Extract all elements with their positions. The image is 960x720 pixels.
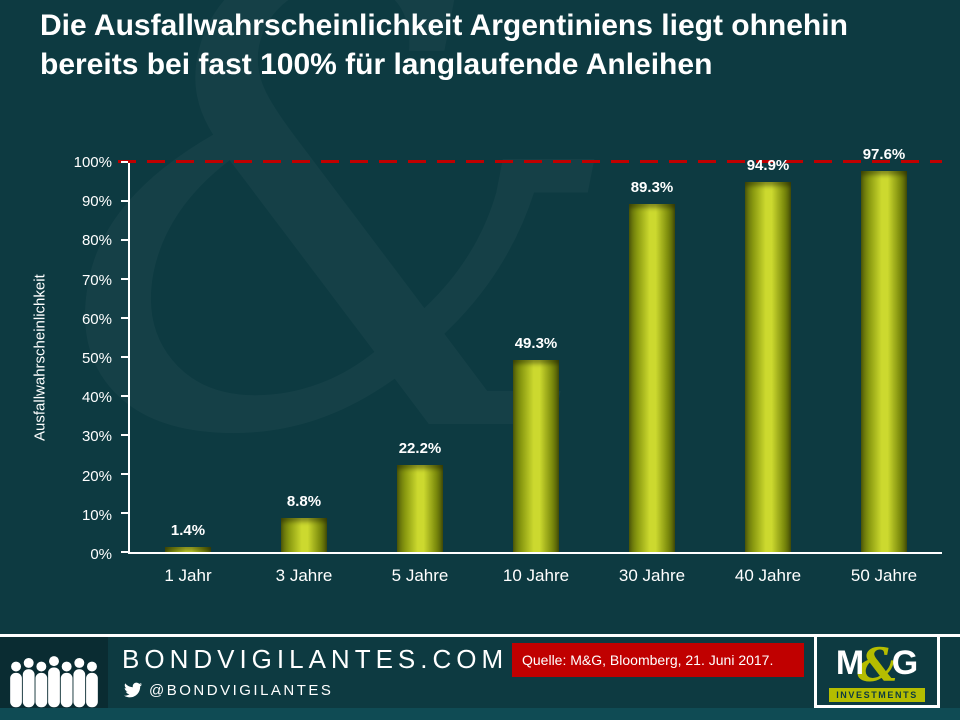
- bottom-strip: [0, 708, 960, 720]
- bar-column: 94.9% 40 Jahre: [710, 157, 826, 585]
- twitter-handle: @BONDVIGILANTES: [149, 681, 334, 699]
- x-axis-label: 40 Jahre: [734, 566, 802, 585]
- bar-columns: 1.4% 1 Jahr 8.8% 3 Jahre 22.2% 5 Jahre 49.3% 10…: [130, 146, 942, 585]
- y-tick-label: 0%: [90, 546, 112, 563]
- y-tick-mark: [121, 239, 128, 241]
- bar: [513, 359, 559, 552]
- bar-chart: Ausfallwahrscheinlichkeit 0% 10% 20% 30% 40%…: [0, 146, 960, 618]
- bar: [745, 181, 791, 552]
- x-axis-label: 50 Jahre: [850, 566, 918, 585]
- bar-value-label: 89.3%: [630, 178, 674, 196]
- plot-area: 1.4% 1 Jahr 8.8% 3 Jahre 22.2% 5 Jahre 49.3% 10…: [118, 146, 942, 585]
- page-title: Die Ausfallwahrscheinlichkeit Argentinie…: [40, 9, 848, 81]
- y-tick-mark: [121, 434, 128, 436]
- logo-ampersand: &: [857, 638, 899, 692]
- bar-value-label: 8.8%: [286, 492, 322, 510]
- y-tick-mark: [121, 473, 128, 475]
- y-tick-label: 80%: [81, 232, 112, 250]
- crowd-icon: [0, 637, 108, 708]
- y-tick-mark: [121, 317, 128, 319]
- bar-column: 49.3% 10 Jahre: [478, 162, 594, 585]
- footer: BONDVIGILANTES.COM @BONDVIGILANTES Quell…: [0, 634, 960, 708]
- x-axis-label: 30 Jahre: [618, 566, 686, 585]
- logo-letter-m: M: [835, 644, 865, 682]
- y-tick-label: 70%: [81, 271, 112, 289]
- x-axis-label: 1 Jahr: [164, 566, 212, 585]
- bar-value-label: 94.9%: [746, 156, 790, 174]
- y-tick-mark: [121, 278, 128, 280]
- source-box: Quelle: M&G, Bloomberg, 21. Juni 2017.: [512, 643, 804, 677]
- bar-value-label: 97.6%: [862, 146, 906, 164]
- bar-value-label: 49.3%: [514, 334, 558, 352]
- bar: [861, 171, 907, 552]
- twitter-row: @BONDVIGILANTES: [124, 681, 333, 699]
- mg-letters: M & G: [835, 638, 919, 692]
- mg-logo: M & G INVESTMENTS: [814, 634, 940, 708]
- y-tick-label: 20%: [81, 467, 112, 485]
- y-tick-label: 50%: [81, 350, 112, 367]
- bar-value-label: 22.2%: [398, 440, 442, 458]
- bar: [397, 465, 443, 552]
- bar-column: 8.8% 3 Jahre: [246, 162, 362, 585]
- y-tick-mark: [121, 395, 128, 397]
- y-tick-label: 90%: [81, 193, 112, 211]
- bar-column: 97.6% 50 Jahre: [826, 146, 942, 585]
- brand-text: BONDVIGILANTES.COM: [122, 644, 509, 674]
- y-tick-mark: [121, 551, 128, 553]
- x-axis-label: 5 Jahre: [391, 566, 449, 585]
- x-axis-label: 10 Jahre: [502, 566, 570, 585]
- twitter-icon: [124, 682, 142, 698]
- y-tick-label: 40%: [81, 389, 112, 407]
- logo-letter-g: G: [891, 644, 919, 682]
- y-tick-mark: [121, 200, 128, 202]
- y-axis-labels: 0% 10% 20% 30% 40% 50% 60% 70% 80% 90% 100%: [52, 154, 120, 563]
- source-text: Quelle: M&G, Bloomberg, 21. Juni 2017.: [522, 652, 774, 668]
- y-tick-mark: [121, 356, 128, 358]
- bar-column: 1.4% 1 Jahr: [130, 162, 246, 585]
- bar-column: 89.3% 30 Jahre: [594, 162, 710, 585]
- logo-tagline: INVESTMENTS: [829, 688, 925, 702]
- bar: [165, 546, 211, 552]
- y-tick-mark: [121, 161, 128, 163]
- y-tick-label: 100%: [73, 154, 112, 171]
- x-axis-label: 3 Jahre: [275, 566, 333, 585]
- bar: [629, 203, 675, 552]
- reference-line-100: [118, 160, 942, 163]
- bar: [281, 517, 327, 552]
- y-tick-label: 30%: [81, 428, 112, 446]
- bar-value-label: 1.4%: [170, 521, 206, 539]
- y-axis-title: Ausfallwahrscheinlichkeit: [31, 274, 49, 442]
- y-tick-label: 10%: [81, 506, 112, 524]
- y-tick-label: 60%: [81, 310, 112, 328]
- bar-column: 22.2% 5 Jahre: [362, 162, 478, 585]
- y-tick-mark: [121, 512, 128, 514]
